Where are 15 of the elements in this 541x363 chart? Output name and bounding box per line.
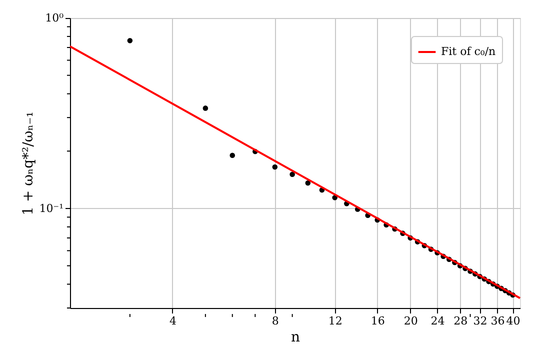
legend-label: Fit of c₀/n	[441, 45, 496, 58]
y-tick-label: 10⁻¹	[39, 202, 64, 215]
x-tick-label: 8	[272, 314, 279, 328]
y-tick-label: 10⁰	[45, 12, 64, 24]
x-tick-label: 32	[473, 314, 488, 328]
x-tick-label: 40	[506, 314, 520, 328]
x-tick-label: 36	[490, 314, 505, 328]
x-axis-title: n	[290, 330, 300, 346]
x-tick-label: 24	[430, 314, 445, 328]
y-axis-title: 1 + ωₙq*²/ωₙ₋₁	[20, 112, 36, 216]
x-tick-label: 28	[454, 314, 468, 328]
x-tick-label: 4	[169, 314, 176, 328]
x-tick-label: 20	[404, 314, 418, 328]
x-tick-label: 12	[328, 314, 342, 328]
x-tick-label: 16	[370, 314, 385, 328]
